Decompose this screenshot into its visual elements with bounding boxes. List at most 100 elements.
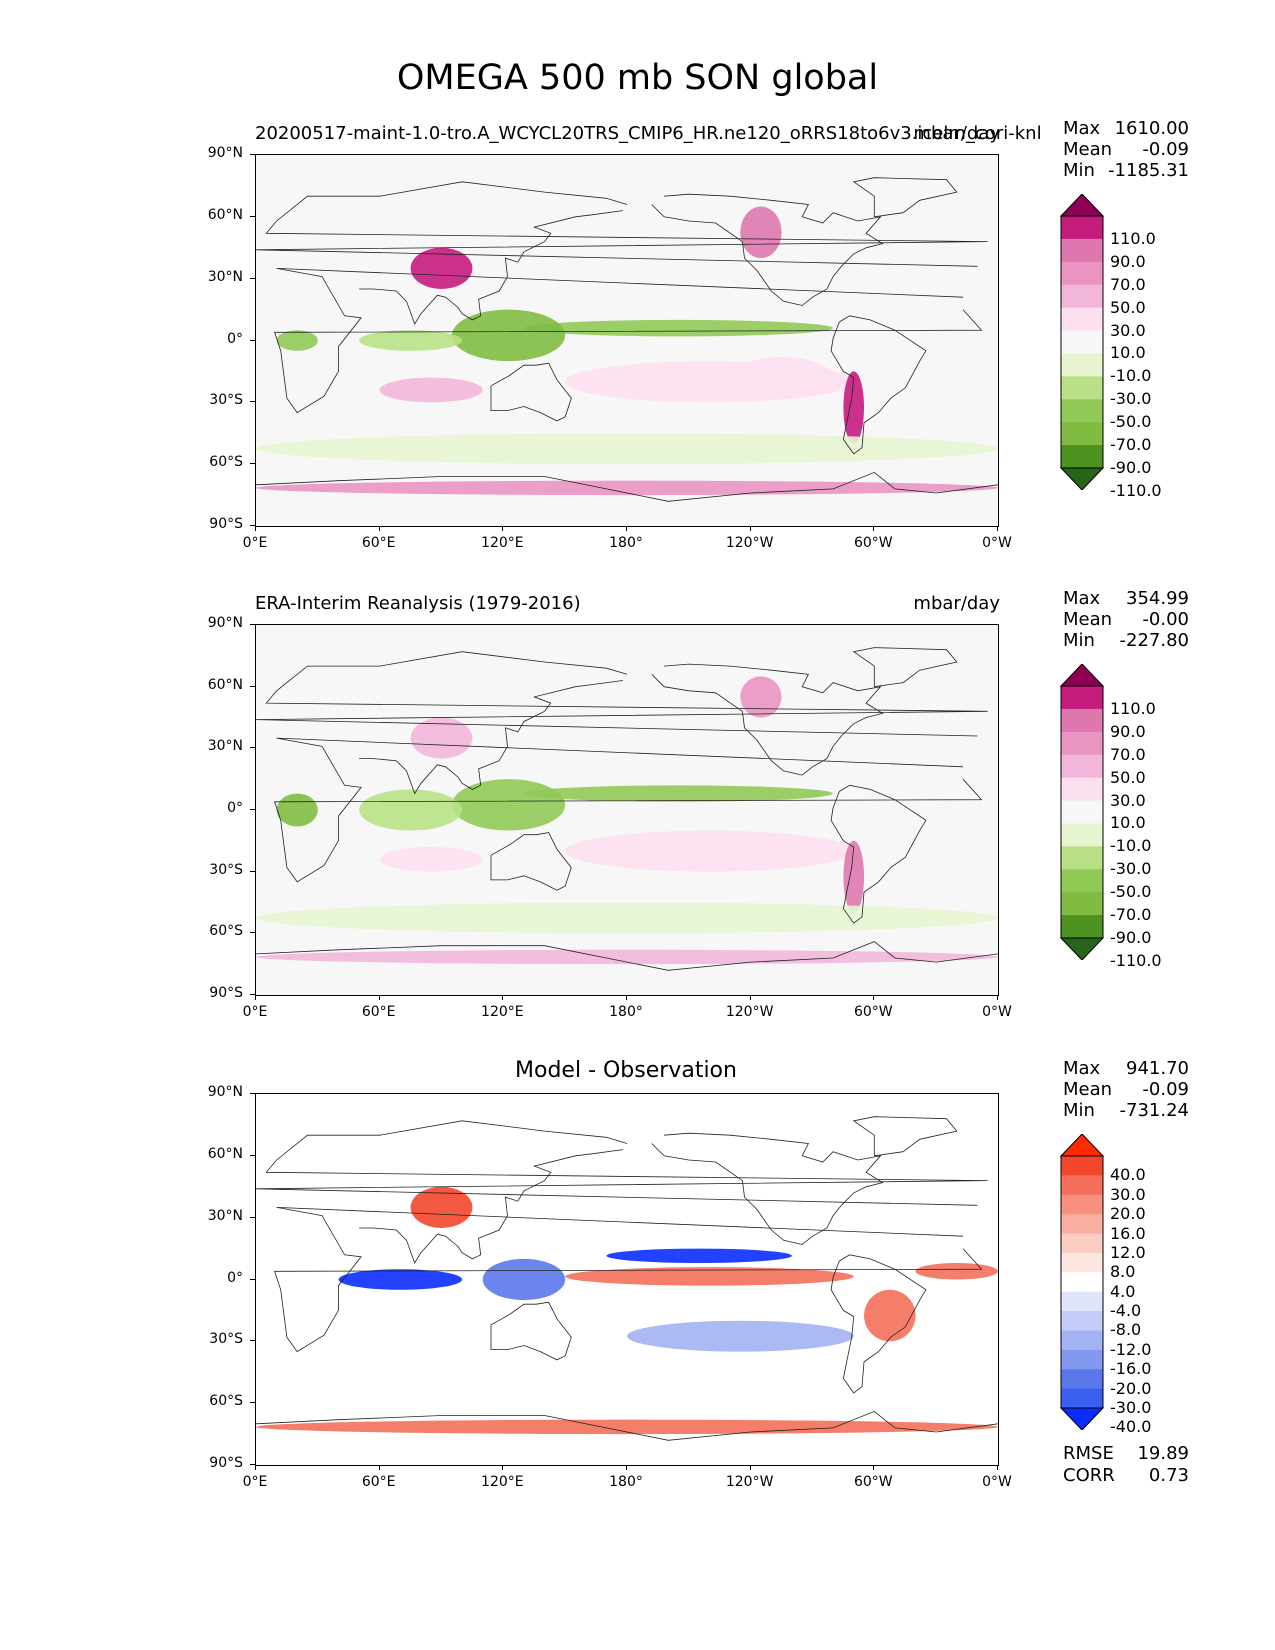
x-tick-mark xyxy=(378,995,380,1000)
x-tick-mark xyxy=(626,995,627,1000)
x-tick-label: 120°W xyxy=(725,1474,774,1490)
x-tick-mark xyxy=(502,1465,504,1470)
y-tick-label: 30°S xyxy=(209,392,243,409)
region-itcz-pacific xyxy=(523,319,834,337)
stat-row: Max 354.99 xyxy=(1063,588,1189,609)
y-tick-label: 0° xyxy=(227,800,243,816)
region-maritime-continent xyxy=(451,779,566,831)
region-pacific-equator-south xyxy=(565,1267,854,1286)
region-indian-ocean-subsidence xyxy=(379,847,483,872)
y-tick-mark xyxy=(250,1093,255,1094)
stat-value: 1610.00 xyxy=(1114,118,1189,139)
colorbar-tick-label: 8.0 xyxy=(1110,1262,1136,1282)
colorbar-tick-label: -12.0 xyxy=(1110,1339,1152,1359)
colorbar-tick-label: -90.0 xyxy=(1110,458,1152,477)
stat-row: Min -1185.31 xyxy=(1063,160,1189,181)
figure-suptitle: OMEGA 500 mb SON global xyxy=(396,58,879,98)
colorbar-tick-label: 50.0 xyxy=(1110,767,1146,787)
coastline xyxy=(651,193,884,306)
colorbar-tick-label: 10.0 xyxy=(1110,343,1146,363)
region-andes xyxy=(843,840,865,913)
coastlines xyxy=(256,647,998,971)
colorbar-segment xyxy=(1061,731,1103,756)
stat-label: Mean xyxy=(1063,1079,1113,1100)
colorbar xyxy=(1059,194,1105,490)
y-tick-mark xyxy=(250,624,255,625)
colorbar-segment xyxy=(1061,708,1103,733)
coastline xyxy=(359,210,623,325)
colorbar-tick-label: -30.0 xyxy=(1110,389,1152,409)
coastline xyxy=(490,1301,572,1361)
panel-stats: Max 1610.00 Mean -0.09 Min -1185.31 xyxy=(1063,118,1189,181)
coastline xyxy=(651,663,884,776)
region-itcz-pacific xyxy=(523,785,834,802)
x-tick-mark xyxy=(502,526,504,531)
colorbar-tick-label: -20.0 xyxy=(1110,1378,1152,1398)
colorbar-tick-label: 30.0 xyxy=(1110,320,1146,340)
colorbar-segment xyxy=(1061,1252,1103,1273)
stat-value: -731.24 xyxy=(1119,1100,1189,1121)
x-tick-label: 180° xyxy=(609,1474,643,1490)
coastline xyxy=(274,268,983,414)
colorbar-tick-label: 90.0 xyxy=(1110,251,1146,271)
colorbar-tick-label: 12.0 xyxy=(1110,1242,1146,1262)
y-tick-label: 0° xyxy=(227,330,243,347)
colorbar-segment xyxy=(1061,1233,1103,1254)
x-tick-label: 60°W xyxy=(853,1474,893,1490)
contour-regions xyxy=(256,206,998,496)
x-tick-label: 120°E xyxy=(481,1474,524,1490)
score-row: RMSE 19.89 xyxy=(1063,1443,1189,1465)
colorbar-segment xyxy=(1061,1388,1103,1409)
contour-map xyxy=(256,177,998,502)
coastline xyxy=(490,362,572,422)
stat-value: -0.09 xyxy=(1142,1079,1189,1100)
y-tick-label: 90°S xyxy=(209,1455,243,1471)
y-tick-mark xyxy=(250,747,255,749)
coastline xyxy=(256,471,998,502)
x-tick-mark xyxy=(502,995,504,1000)
region-rockies xyxy=(740,206,782,259)
stat-label: Mean xyxy=(1063,609,1113,630)
coastlines xyxy=(256,177,998,502)
stat-label: Min xyxy=(1063,630,1095,651)
colorbar-extend-max xyxy=(1059,664,1105,687)
coastline xyxy=(256,181,988,267)
colorbar-segment xyxy=(1061,1330,1103,1351)
panel-title-center: Model - Observation xyxy=(515,1058,737,1083)
colorbar-segment xyxy=(1061,1194,1103,1215)
y-tick-label: 30°N xyxy=(207,738,243,755)
stat-row: Min -227.80 xyxy=(1063,630,1189,651)
score-value: 19.89 xyxy=(1137,1443,1189,1464)
y-tick-label: 90°N xyxy=(207,145,243,161)
coastline xyxy=(651,1132,884,1245)
colorbar-segment xyxy=(1061,823,1103,847)
stat-row: Min -731.24 xyxy=(1063,1100,1189,1121)
coastline xyxy=(359,680,623,795)
stat-row: Max 1610.00 xyxy=(1063,118,1189,139)
y-tick-mark xyxy=(250,809,255,810)
y-tick-mark xyxy=(250,401,255,403)
y-tick-mark xyxy=(250,870,255,872)
x-tick-label: 0°E xyxy=(242,535,268,551)
coastline xyxy=(852,1116,958,1157)
stat-label: Min xyxy=(1063,1100,1095,1121)
coastline xyxy=(274,737,983,883)
x-tick-mark xyxy=(749,526,751,531)
map-plot xyxy=(255,154,999,527)
colorbar-tick-label: 30.0 xyxy=(1110,1184,1146,1204)
y-tick-mark xyxy=(250,525,255,526)
colorbar-segment xyxy=(1061,353,1103,377)
colorbar-segment xyxy=(1061,686,1103,710)
x-tick-mark xyxy=(873,526,875,531)
y-tick-label: 90°S xyxy=(209,985,243,1001)
region-maritime-continent xyxy=(482,1258,566,1301)
x-tick-label: 0°E xyxy=(242,1474,268,1490)
region-se-pacific-subsidence xyxy=(730,356,834,399)
map-plot xyxy=(255,1093,999,1466)
y-tick-label: 30°S xyxy=(209,1331,243,1348)
x-tick-label: 60°E xyxy=(361,1474,396,1490)
stat-value: 941.70 xyxy=(1126,1058,1189,1079)
y-tick-label: 0° xyxy=(227,1269,243,1286)
colorbar-extend-min xyxy=(1059,467,1105,490)
region-indian-ocean xyxy=(359,789,463,831)
